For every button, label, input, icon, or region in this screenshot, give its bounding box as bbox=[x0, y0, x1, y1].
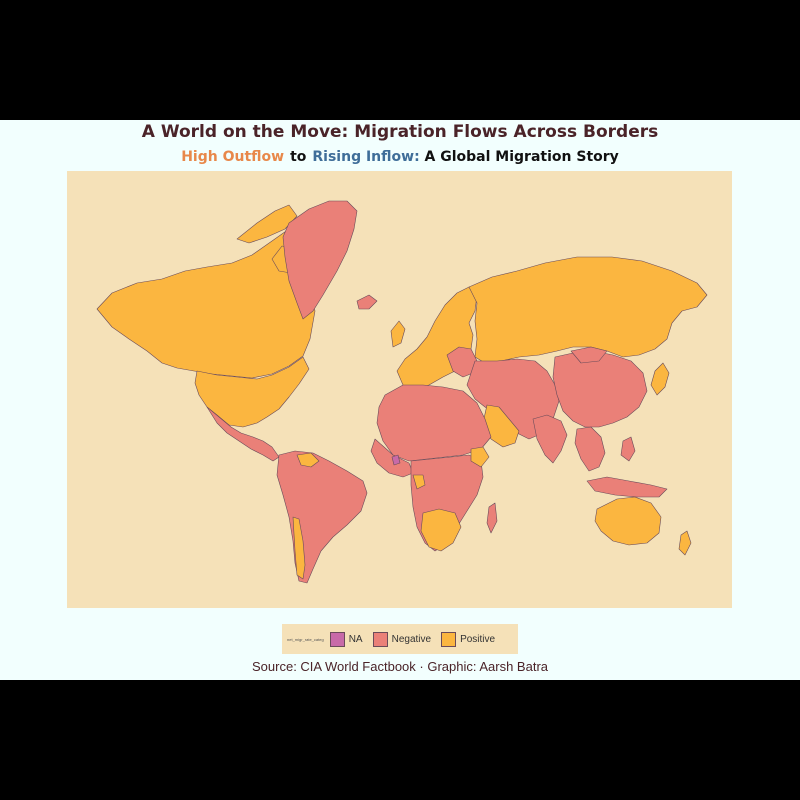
legend-key-na bbox=[329, 631, 345, 647]
region-south-africa bbox=[420, 508, 462, 552]
region-new-zealand bbox=[678, 530, 692, 556]
region-arctic-islands bbox=[236, 204, 298, 244]
region-philippines bbox=[620, 436, 636, 462]
region-iceland bbox=[356, 294, 378, 310]
subtitle-outflow: High Outflow bbox=[181, 149, 285, 165]
region-greenland bbox=[282, 200, 358, 320]
region-canada bbox=[96, 228, 316, 379]
legend-key-negative bbox=[372, 631, 388, 647]
legend-label-positive: Positive bbox=[460, 633, 496, 645]
region-uk bbox=[390, 320, 406, 348]
map-title: A World on the Move: Migration Flows Acr… bbox=[141, 122, 659, 142]
region-russia bbox=[468, 256, 708, 364]
map-legend: net_migr_rate_categ NA Negative Positive bbox=[282, 624, 518, 654]
subtitle-connector: to bbox=[290, 149, 307, 165]
legend-label-na: NA bbox=[348, 633, 363, 645]
subtitle-rest: A Global Migration Story bbox=[424, 149, 619, 165]
region-south-america bbox=[276, 450, 368, 584]
region-mongolia bbox=[570, 346, 608, 364]
region-madagascar bbox=[486, 502, 498, 534]
region-na bbox=[391, 454, 401, 466]
subtitle-inflow: Rising Inflow: bbox=[312, 149, 420, 165]
region-japan bbox=[650, 362, 670, 396]
map-subtitle: High Outflow to Rising Inflow: A Global Mi… bbox=[0, 149, 800, 165]
region-gabon bbox=[412, 474, 426, 490]
legend-title: net_migr_rate_categ bbox=[287, 636, 324, 642]
region-indonesia bbox=[586, 476, 668, 498]
region-guianas bbox=[296, 452, 320, 468]
world-map bbox=[67, 171, 732, 608]
region-chile bbox=[292, 516, 306, 580]
region-australia bbox=[594, 496, 662, 546]
source-caption: Source: CIA World Factbook · Graphic: Aa… bbox=[252, 659, 548, 674]
region-horn-africa bbox=[470, 446, 490, 468]
region-india bbox=[532, 414, 568, 464]
world-map-svg bbox=[96, 200, 708, 584]
region-china bbox=[552, 350, 648, 428]
region-southeast-asia bbox=[574, 426, 606, 472]
legend-key-positive bbox=[441, 631, 457, 647]
legend-label-negative: Negative bbox=[391, 633, 432, 645]
